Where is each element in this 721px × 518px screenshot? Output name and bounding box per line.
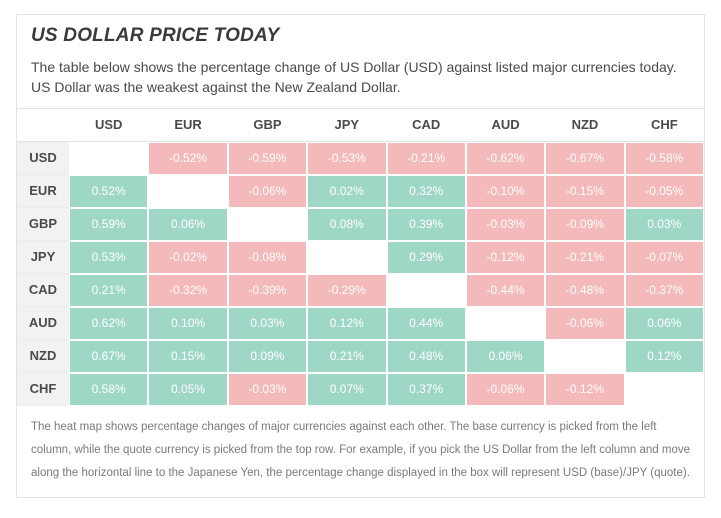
currency-heatmap-card: US DOLLAR PRICE TODAY The table below sh…: [16, 14, 705, 498]
heatmap-col-usd: USD: [69, 109, 148, 142]
heatmap-corner: [17, 109, 69, 142]
heatmap-row-jpy: JPY: [17, 241, 69, 274]
heatmap-cell-nzd-jpy: 0.21%: [308, 341, 385, 372]
heatmap-cell-jpy-nzd: -0.21%: [546, 242, 623, 273]
heatmap-cell-usd-usd: [70, 143, 147, 174]
heatmap-row-gbp: GBP: [17, 208, 69, 241]
heatmap-cell-jpy-gbp: -0.08%: [229, 242, 306, 273]
heatmap-cell-usd-eur: -0.52%: [149, 143, 226, 174]
heatmap-cell-usd-chf: -0.58%: [626, 143, 703, 174]
heatmap-cell-aud-chf: 0.06%: [626, 308, 703, 339]
heatmap-cell-eur-jpy: 0.02%: [308, 176, 385, 207]
heatmap-cell-chf-usd: 0.58%: [70, 374, 147, 405]
heatmap-cell-cad-eur: -0.32%: [149, 275, 226, 306]
heatmap-cell-aud-eur: 0.10%: [149, 308, 226, 339]
heatmap-cell-aud-usd: 0.62%: [70, 308, 147, 339]
heatmap-row-usd: USD: [17, 142, 69, 175]
heatmap-cell-aud-cad: 0.44%: [388, 308, 465, 339]
heatmap-cell-chf-aud: -0.06%: [467, 374, 544, 405]
heatmap-cell-jpy-usd: 0.53%: [70, 242, 147, 273]
heatmap-cell-cad-nzd: -0.48%: [546, 275, 623, 306]
heatmap-col-chf: CHF: [625, 109, 704, 142]
heatmap-cell-cad-gbp: -0.39%: [229, 275, 306, 306]
heatmap-cell-cad-chf: -0.37%: [626, 275, 703, 306]
heatmap-cell-gbp-usd: 0.59%: [70, 209, 147, 240]
heatmap-col-eur: EUR: [148, 109, 227, 142]
heatmap-cell-nzd-cad: 0.48%: [388, 341, 465, 372]
heatmap-row-eur: EUR: [17, 175, 69, 208]
heatmap-cell-usd-aud: -0.62%: [467, 143, 544, 174]
heatmap-cell-chf-jpy: 0.07%: [308, 374, 385, 405]
heatmap-cell-aud-nzd: -0.06%: [546, 308, 623, 339]
heatmap-cell-chf-nzd: -0.12%: [546, 374, 623, 405]
heatmap-grid: USDEURGBPJPYCADAUDNZDCHFUSD-0.52%-0.59%-…: [17, 108, 704, 406]
heatmap-cell-usd-gbp: -0.59%: [229, 143, 306, 174]
heatmap-cell-usd-nzd: -0.67%: [546, 143, 623, 174]
heatmap-cell-chf-gbp: -0.03%: [229, 374, 306, 405]
heatmap-cell-gbp-gbp: [229, 209, 306, 240]
heatmap-cell-jpy-cad: 0.29%: [388, 242, 465, 273]
heatmap-cell-eur-gbp: -0.06%: [229, 176, 306, 207]
heatmap-cell-eur-chf: -0.05%: [626, 176, 703, 207]
heatmap-col-gbp: GBP: [228, 109, 307, 142]
heatmap-cell-gbp-aud: -0.03%: [467, 209, 544, 240]
heatmap-cell-cad-usd: 0.21%: [70, 275, 147, 306]
heatmap-cell-gbp-nzd: -0.09%: [546, 209, 623, 240]
heatmap-cell-gbp-chf: 0.03%: [626, 209, 703, 240]
heatmap-cell-cad-aud: -0.44%: [467, 275, 544, 306]
heatmap-col-jpy: JPY: [307, 109, 386, 142]
heatmap-cell-nzd-gbp: 0.09%: [229, 341, 306, 372]
heatmap-row-aud: AUD: [17, 307, 69, 340]
heatmap-cell-chf-chf: [626, 374, 703, 405]
heatmap-cell-eur-nzd: -0.15%: [546, 176, 623, 207]
heatmap-cell-cad-jpy: -0.29%: [308, 275, 385, 306]
heatmap-cell-eur-usd: 0.52%: [70, 176, 147, 207]
heatmap-cell-nzd-eur: 0.15%: [149, 341, 226, 372]
heatmap-row-nzd: NZD: [17, 340, 69, 373]
heatmap-cell-aud-aud: [467, 308, 544, 339]
footnote-text: The heat map shows percentage changes of…: [17, 406, 704, 497]
heatmap-cell-nzd-usd: 0.67%: [70, 341, 147, 372]
heatmap-cell-aud-gbp: 0.03%: [229, 308, 306, 339]
heatmap-cell-gbp-cad: 0.39%: [388, 209, 465, 240]
heatmap-row-cad: CAD: [17, 274, 69, 307]
heatmap-cell-eur-cad: 0.32%: [388, 176, 465, 207]
heatmap-cell-eur-aud: -0.10%: [467, 176, 544, 207]
heatmap-cell-cad-cad: [388, 275, 465, 306]
heatmap-cell-jpy-aud: -0.12%: [467, 242, 544, 273]
heatmap-cell-usd-cad: -0.21%: [388, 143, 465, 174]
heatmap-col-nzd: NZD: [545, 109, 624, 142]
heatmap-cell-gbp-jpy: 0.08%: [308, 209, 385, 240]
heatmap-cell-jpy-jpy: [308, 242, 385, 273]
page-title: US DOLLAR PRICE TODAY: [17, 15, 704, 53]
heatmap-cell-chf-cad: 0.37%: [388, 374, 465, 405]
heatmap-cell-jpy-chf: -0.07%: [626, 242, 703, 273]
heatmap-col-cad: CAD: [387, 109, 466, 142]
heatmap-cell-aud-jpy: 0.12%: [308, 308, 385, 339]
heatmap-row-chf: CHF: [17, 373, 69, 406]
heatmap-cell-nzd-chf: 0.12%: [626, 341, 703, 372]
heatmap-cell-eur-eur: [149, 176, 226, 207]
heatmap-cell-usd-jpy: -0.53%: [308, 143, 385, 174]
heatmap-col-aud: AUD: [466, 109, 545, 142]
heatmap-cell-gbp-eur: 0.06%: [149, 209, 226, 240]
intro-text: The table below shows the percentage cha…: [17, 53, 704, 108]
heatmap-cell-nzd-nzd: [546, 341, 623, 372]
heatmap-cell-chf-eur: 0.05%: [149, 374, 226, 405]
heatmap-cell-nzd-aud: 0.06%: [467, 341, 544, 372]
heatmap-cell-jpy-eur: -0.02%: [149, 242, 226, 273]
